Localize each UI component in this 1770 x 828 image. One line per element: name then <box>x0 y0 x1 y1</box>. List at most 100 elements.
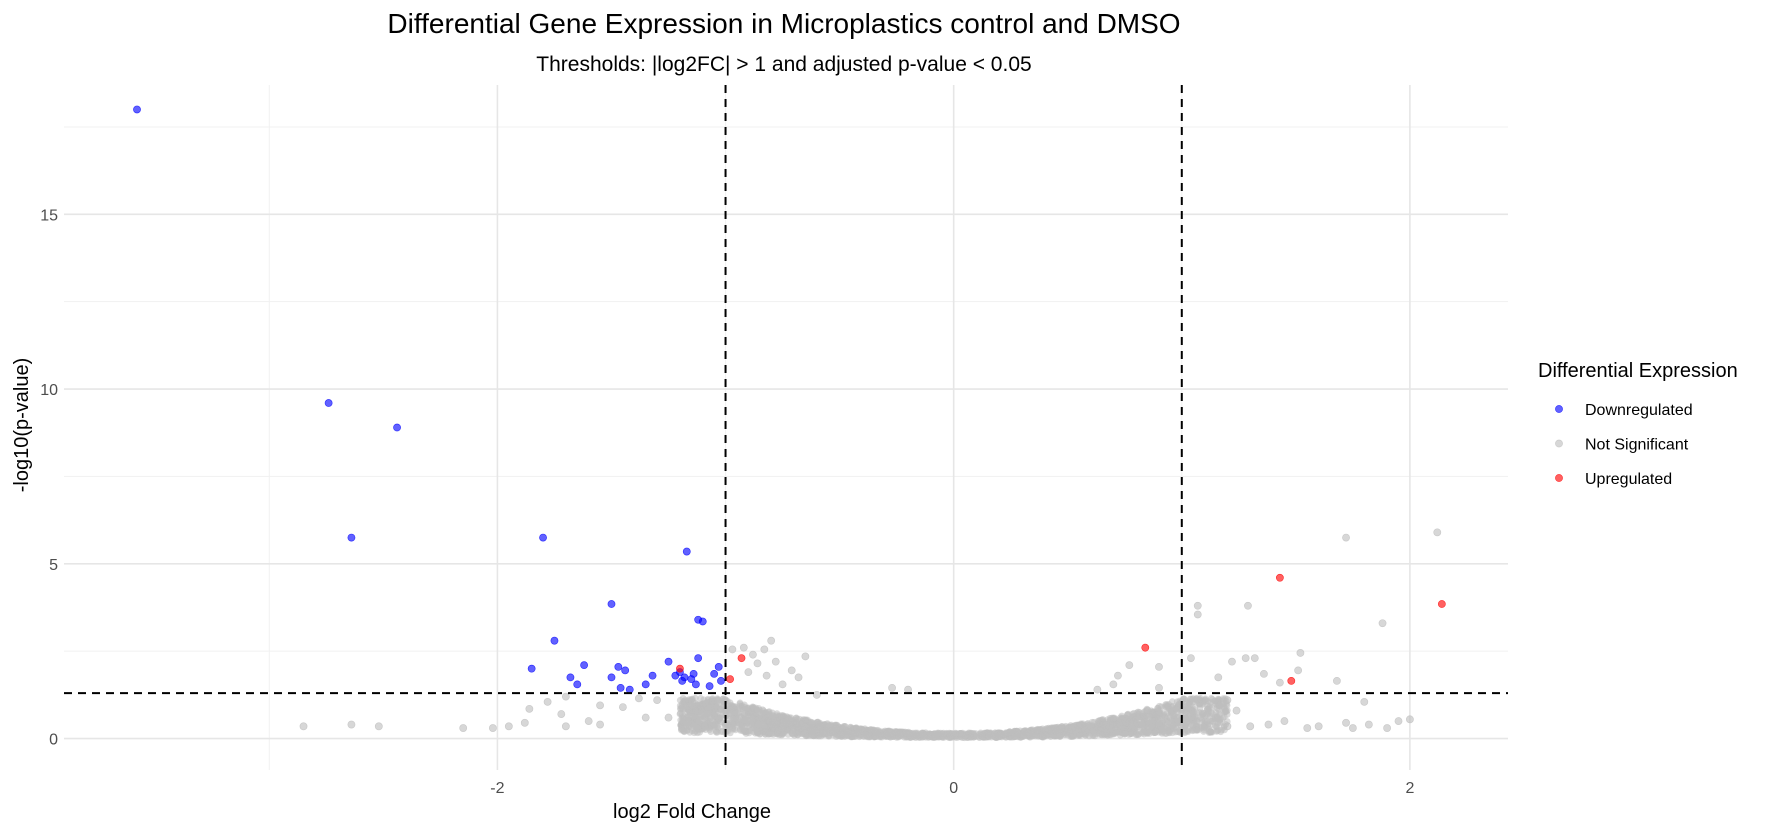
point-not-significant <box>1264 720 1273 729</box>
point-not-significant <box>1113 721 1120 729</box>
point-not-significant <box>1003 729 1011 737</box>
point-not-significant <box>709 697 717 705</box>
point-not-significant <box>690 722 697 729</box>
point-not-significant <box>920 732 928 740</box>
point-not-significant <box>1085 732 1093 740</box>
point-not-significant <box>1260 669 1268 678</box>
point-not-significant <box>765 730 773 737</box>
point-not-significant <box>787 719 795 727</box>
point-not-significant <box>801 729 809 737</box>
point-not-significant <box>1166 729 1173 737</box>
point-not-significant <box>1206 722 1214 730</box>
point-downregulated <box>616 683 625 692</box>
point-upregulated <box>1141 643 1150 652</box>
point-not-significant <box>1394 717 1403 725</box>
x-tick-label: 2 <box>1405 780 1414 797</box>
point-downregulated <box>648 671 657 680</box>
point-downregulated <box>689 669 698 678</box>
point-not-significant <box>1128 710 1136 718</box>
point-not-significant <box>459 724 468 732</box>
point-not-significant <box>824 721 831 729</box>
point-not-significant <box>1228 657 1236 666</box>
point-not-significant <box>1241 654 1250 663</box>
point-downregulated <box>133 105 141 114</box>
point-not-significant <box>778 680 787 689</box>
point-not-significant <box>788 730 796 738</box>
point-not-significant <box>841 722 849 730</box>
point-not-significant <box>1433 528 1442 537</box>
point-not-significant <box>984 731 992 738</box>
point-not-significant <box>1275 678 1284 687</box>
point-not-significant <box>1076 732 1084 740</box>
point-not-significant <box>688 727 696 735</box>
point-not-significant <box>761 708 769 716</box>
x-axis-ticks: -2 0 2 <box>490 780 1414 797</box>
point-not-significant <box>755 705 763 712</box>
point-not-significant <box>1109 729 1117 737</box>
point-not-significant <box>1037 732 1045 740</box>
point-not-significant <box>730 703 738 710</box>
point-not-significant <box>949 730 957 737</box>
point-not-significant <box>756 715 763 722</box>
legend-key-downregulated <box>1555 405 1563 413</box>
point-not-significant <box>1013 727 1021 735</box>
point-not-significant <box>684 719 692 727</box>
point-not-significant <box>1208 728 1216 736</box>
point-not-significant <box>1333 676 1341 685</box>
point-not-significant <box>520 718 529 727</box>
point-not-significant <box>1186 715 1194 722</box>
legend-key-not-significant <box>1555 439 1563 448</box>
point-not-significant <box>956 730 964 737</box>
point-not-significant <box>742 719 750 727</box>
point-not-significant <box>1348 724 1357 732</box>
point-upregulated <box>726 675 735 684</box>
point-not-significant <box>1091 726 1099 734</box>
y-tick-label: 10 <box>40 382 58 399</box>
point-downregulated <box>678 676 687 685</box>
y-axis-title: -log10(p-value) <box>11 358 33 493</box>
point-not-significant <box>677 709 684 717</box>
point-downregulated <box>641 680 650 689</box>
point-not-significant <box>1296 649 1305 657</box>
point-not-significant <box>1250 654 1259 663</box>
point-not-significant <box>488 724 497 732</box>
legend-label: Upregulated <box>1585 471 1672 488</box>
point-not-significant <box>702 726 709 733</box>
point-not-significant <box>1110 714 1117 722</box>
point-not-significant <box>698 716 706 724</box>
point-not-significant <box>584 717 593 725</box>
point-not-significant <box>741 701 748 709</box>
point-not-significant <box>852 724 860 732</box>
point-not-significant <box>1303 724 1312 732</box>
point-not-significant <box>801 652 810 661</box>
point-not-significant <box>744 707 752 715</box>
y-tick-label: 0 <box>49 732 58 749</box>
point-not-significant <box>805 724 813 732</box>
data-points <box>133 105 1446 742</box>
point-downregulated <box>682 547 691 556</box>
point-not-significant <box>749 650 757 659</box>
point-not-significant <box>1169 707 1176 715</box>
point-not-significant <box>689 702 696 710</box>
point-not-significant <box>905 731 913 739</box>
point-not-significant <box>707 714 714 722</box>
point-downregulated <box>614 663 623 671</box>
point-not-significant <box>794 724 802 731</box>
point-not-significant <box>1187 695 1194 703</box>
point-not-significant <box>741 728 748 735</box>
point-upregulated <box>1437 600 1446 608</box>
point-downregulated <box>324 399 333 407</box>
point-downregulated <box>710 669 719 678</box>
point-not-significant <box>931 732 939 740</box>
x-axis-title: log2 Fold Change <box>613 801 771 823</box>
point-not-significant <box>596 701 604 710</box>
point-not-significant <box>1149 717 1156 725</box>
point-not-significant <box>1199 710 1207 717</box>
point-not-significant <box>1155 663 1163 671</box>
point-not-significant <box>961 732 969 740</box>
point-not-significant <box>883 730 890 738</box>
point-not-significant <box>664 713 673 722</box>
point-not-significant <box>1222 720 1230 728</box>
